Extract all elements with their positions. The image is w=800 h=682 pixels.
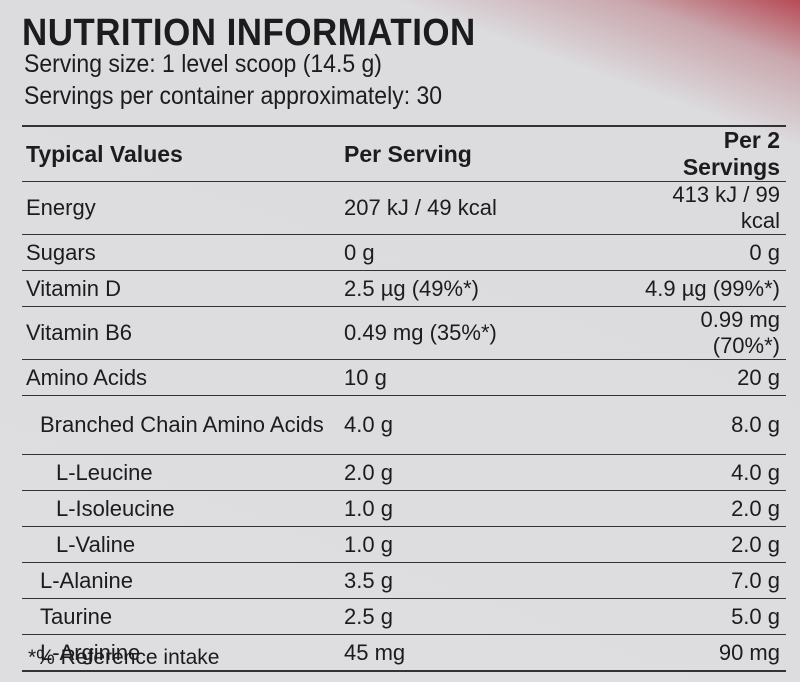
nutrient-name: Energy <box>22 181 332 235</box>
table-row: Vitamin B6 0.49 mg (35%*) 0.99 mg (70%*) <box>22 306 786 360</box>
table-row: Energy 207 kJ / 49 kcal 413 kJ / 99 kcal <box>22 181 786 235</box>
nutrient-value: 2.5 µg (49%*) <box>332 270 630 307</box>
nutrition-table: Typical Values Per Serving Per 2 Servings … <box>22 125 786 672</box>
table-row: Branched Chain Amino Acids 4.0 g 8.0 g <box>22 395 786 455</box>
header-row: Typical Values Per Serving Per 2 Servings <box>22 126 786 182</box>
table-row: L-Leucine 2.0 g 4.0 g <box>22 454 786 491</box>
nutrient-value: 4.9 µg (99%*) <box>630 270 786 307</box>
nutrient-value: 45 mg <box>332 634 630 672</box>
nutrient-name: L-Leucine <box>22 454 332 491</box>
nutrient-name: Branched Chain Amino Acids <box>22 395 332 455</box>
title: NUTRITION INFORMATION <box>22 12 476 54</box>
nutrient-value: 1.0 g <box>332 490 630 527</box>
nutrient-value: 2.0 g <box>630 490 786 527</box>
nutrient-value: 90 mg <box>630 634 786 672</box>
nutrient-name: Sugars <box>22 234 332 271</box>
nutrient-value: 413 kJ / 99 kcal <box>630 181 786 235</box>
nutrient-name: Vitamin D <box>22 270 332 307</box>
nutrient-value: 8.0 g <box>630 395 786 455</box>
footnote: *% Reference intake <box>28 646 220 669</box>
nutrient-name: L-Valine <box>22 526 332 563</box>
nutrient-value: 0.49 mg (35%*) <box>332 306 630 360</box>
nutrient-value: 10 g <box>332 359 630 396</box>
nutrient-value: 20 g <box>630 359 786 396</box>
table-row: Vitamin D 2.5 µg (49%*) 4.9 µg (99%*) <box>22 270 786 307</box>
table-row: L-Alanine 3.5 g 7.0 g <box>22 562 786 599</box>
servings-per-container: Servings per container approximately: 30 <box>24 82 443 110</box>
nutrient-value: 2.0 g <box>630 526 786 563</box>
nutrient-value: 1.0 g <box>332 526 630 563</box>
nutrient-name: Vitamin B6 <box>22 306 332 360</box>
table-row: L-Isoleucine 1.0 g 2.0 g <box>22 490 786 527</box>
nutrient-value: 7.0 g <box>630 562 786 599</box>
column-header: Typical Values <box>22 126 332 182</box>
nutrient-value: 2.0 g <box>332 454 630 491</box>
nutrient-name: L-Isoleucine <box>22 490 332 527</box>
table-row: L-Arginine 45 mg 90 mg <box>22 634 786 672</box>
nutrient-value: 5.0 g <box>630 598 786 635</box>
nutrient-name: L-Arginine <box>22 634 332 672</box>
table-row: Amino Acids 10 g 20 g <box>22 359 786 396</box>
nutrient-value: 0 g <box>332 234 630 271</box>
nutrient-value: 4.0 g <box>630 454 786 491</box>
nutrient-name: Amino Acids <box>22 359 332 396</box>
nutrient-value: 3.5 g <box>332 562 630 599</box>
nutrient-value: 0 g <box>630 234 786 271</box>
nutrient-name: Taurine <box>22 598 332 635</box>
nutrient-name: L-Alanine <box>22 562 332 599</box>
nutrient-value: 0.99 mg (70%*) <box>630 306 786 360</box>
table-row: L-Valine 1.0 g 2.0 g <box>22 526 786 563</box>
table-row: Taurine 2.5 g 5.0 g <box>22 598 786 635</box>
column-header: Per 2 Servings <box>630 126 786 182</box>
serving-size: Serving size: 1 level scoop (14.5 g) <box>24 50 382 78</box>
column-header: Per Serving <box>332 126 630 182</box>
nutrient-value: 207 kJ / 49 kcal <box>332 181 630 235</box>
nutrient-value: 4.0 g <box>332 395 630 455</box>
nutrient-value: 2.5 g <box>332 598 630 635</box>
